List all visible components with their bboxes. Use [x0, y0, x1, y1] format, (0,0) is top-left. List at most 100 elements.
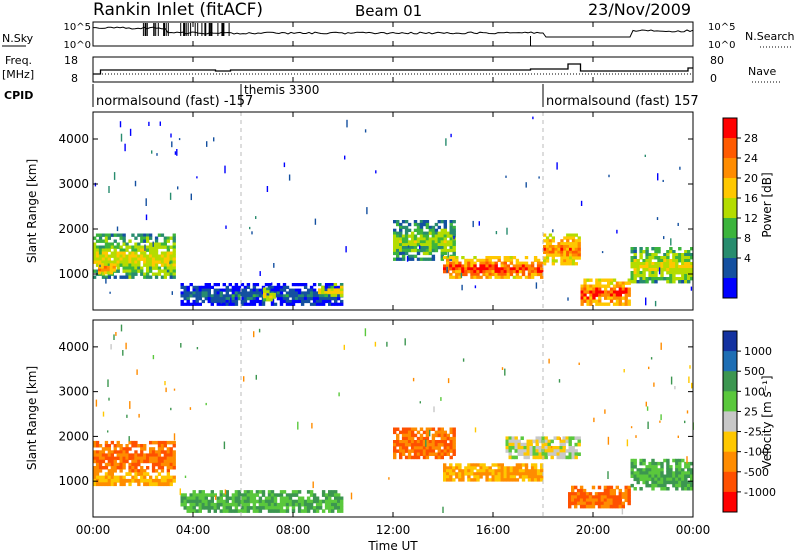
echo-cell: [437, 440, 441, 444]
echo-cell: [530, 475, 535, 479]
echo-cell: [681, 477, 685, 482]
echo-cell: [624, 485, 628, 490]
echo-cell: [288, 496, 293, 501]
echo-cell: [192, 499, 196, 504]
echo-cell: [479, 270, 483, 274]
echo-cell: [679, 166, 681, 170]
echo-cell: [583, 284, 587, 288]
echo-cell: [134, 440, 138, 445]
echo-cell: [258, 299, 263, 304]
echo-cell: [192, 502, 196, 507]
echo-cell: [154, 275, 159, 279]
echo-cell: [225, 499, 229, 504]
echo-cell: [104, 466, 109, 470]
echo-cell: [532, 452, 536, 456]
echo-cell: [506, 478, 510, 482]
echo-cell: [95, 254, 100, 258]
echo-cell: [563, 250, 567, 254]
echo-cell: [645, 465, 649, 469]
echo-cell: [228, 502, 232, 507]
echo-cell: [437, 449, 441, 453]
echo-cell: [544, 455, 548, 460]
echo-cell: [666, 474, 670, 478]
echo-cell: [240, 496, 245, 501]
echo-cell: [396, 234, 400, 238]
echo-cell: [125, 260, 129, 264]
echo-cell: [530, 469, 535, 473]
colorbar-tick-label: 100: [744, 385, 765, 398]
echo-cell: [431, 234, 436, 238]
echo-cell: [540, 463, 544, 467]
echo-cell: [449, 231, 453, 235]
echo-cell: [621, 495, 625, 499]
echo-cell: [630, 474, 634, 478]
echo-cell: [684, 250, 688, 254]
echo-cell: [321, 288, 325, 292]
echo-cell: [252, 294, 257, 298]
echo-cell: [452, 225, 456, 230]
echo-cell: [588, 495, 593, 499]
echo-cell: [440, 433, 444, 438]
echo-cell: [563, 259, 567, 263]
echo-cell: [104, 236, 109, 240]
echo-cell: [464, 270, 468, 274]
echo-cell: [669, 468, 673, 472]
echo-cell: [243, 502, 248, 507]
echo-cell: [169, 260, 173, 264]
echo-cell: [151, 257, 156, 261]
echo-cell: [276, 288, 281, 292]
echo-cell: [535, 446, 539, 450]
colorbar-swatch: [723, 138, 737, 159]
echo-cell: [690, 477, 694, 482]
echo-cell: [261, 506, 266, 510]
echo-cell: [543, 256, 547, 260]
echo-cell: [684, 461, 688, 466]
echo-cell: [157, 233, 162, 237]
echo-cell: [333, 291, 338, 295]
echo-cell: [151, 440, 156, 445]
echo-cell: [482, 267, 486, 271]
echo-cell: [449, 427, 453, 431]
echo-cell: [428, 257, 433, 261]
echo-cell: [93, 466, 97, 470]
echo-cell: [569, 256, 573, 260]
echo-cell: [95, 269, 100, 273]
echo-cell: [431, 443, 436, 447]
echo-cell: [399, 446, 403, 450]
echo-cell: [521, 267, 526, 271]
echo-cell: [163, 482, 167, 487]
echo-cell: [401, 257, 406, 261]
echo-cell: [571, 242, 576, 246]
echo-cell: [633, 253, 637, 257]
echo-cell: [675, 259, 679, 263]
echo-cell: [107, 233, 111, 237]
echo-cell: [119, 263, 123, 267]
echo-cell: [416, 443, 421, 447]
echo-cell: [624, 296, 628, 300]
echo-cell: [419, 436, 424, 441]
echo-cell: [184, 475, 187, 478]
echo-cell: [530, 270, 535, 274]
echo-cell: [462, 358, 465, 362]
echo-cell: [431, 228, 436, 232]
echo-cell: [473, 270, 477, 274]
echo-cell: [660, 259, 664, 263]
echo-cell: [321, 499, 326, 504]
echo-cell: [160, 275, 165, 279]
echo-cell: [521, 475, 526, 479]
echo-cell: [548, 245, 553, 249]
echo-cell: [122, 233, 126, 237]
echo-cell: [574, 247, 578, 252]
echo-cell: [410, 433, 415, 438]
echo-cell: [476, 275, 480, 279]
echo-cell: [137, 456, 141, 461]
echo-cell: [146, 466, 150, 470]
echo-cell: [273, 506, 278, 510]
echo-cell: [675, 265, 679, 269]
echo-cell: [681, 471, 685, 475]
echo-cell: [104, 251, 109, 255]
echo-cell: [93, 459, 97, 464]
echo-cell: [642, 458, 646, 463]
echo-cell: [582, 495, 587, 499]
